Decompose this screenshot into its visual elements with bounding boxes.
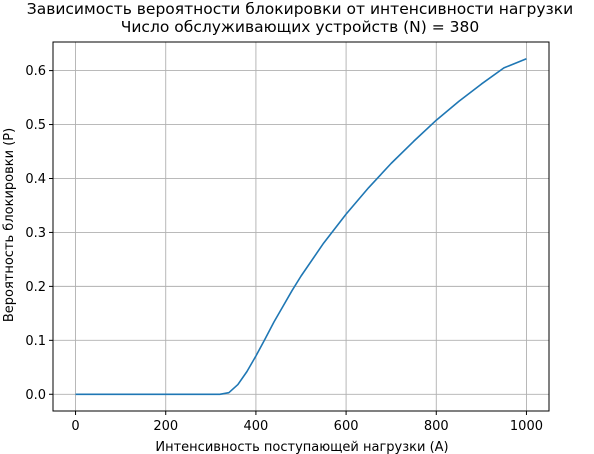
y-tick-label: 0.5 — [25, 118, 46, 133]
series-line — [75, 57, 527, 396]
y-tick-label: 0.3 — [25, 226, 46, 241]
x-axis-ticks: 0 200 400 600 800 1000 — [71, 411, 543, 434]
x-tick-label: 400 — [243, 419, 268, 434]
x-tick-label: 200 — [153, 419, 178, 434]
x-axis-label: Интенсивность поступающей нагрузки (A) — [155, 440, 448, 454]
y-tick-label: 0.4 — [25, 172, 46, 187]
series-lines — [75, 57, 527, 396]
chart-title: Зависимость вероятности блокировки от ин… — [27, 0, 573, 18]
x-tick-label: 1000 — [510, 419, 543, 434]
chart-subtitle: Число обслуживающих устройств (N) = 380 — [121, 18, 480, 36]
y-axis-ticks: 0.0 0.1 0.2 0.3 0.4 0.5 0.6 — [25, 64, 53, 403]
y-tick-label: 0.2 — [25, 280, 46, 295]
x-tick-label: 0 — [71, 419, 79, 434]
x-tick-label: 800 — [424, 419, 449, 434]
grid-lines — [53, 42, 549, 411]
x-tick-label: 600 — [334, 419, 359, 434]
y-tick-label: 0.0 — [25, 388, 46, 403]
y-tick-label: 0.1 — [25, 334, 46, 349]
y-tick-label: 0.6 — [25, 64, 46, 79]
plot-frame — [52, 41, 550, 412]
y-axis-label: Вероятность блокировки (P) — [2, 128, 17, 322]
